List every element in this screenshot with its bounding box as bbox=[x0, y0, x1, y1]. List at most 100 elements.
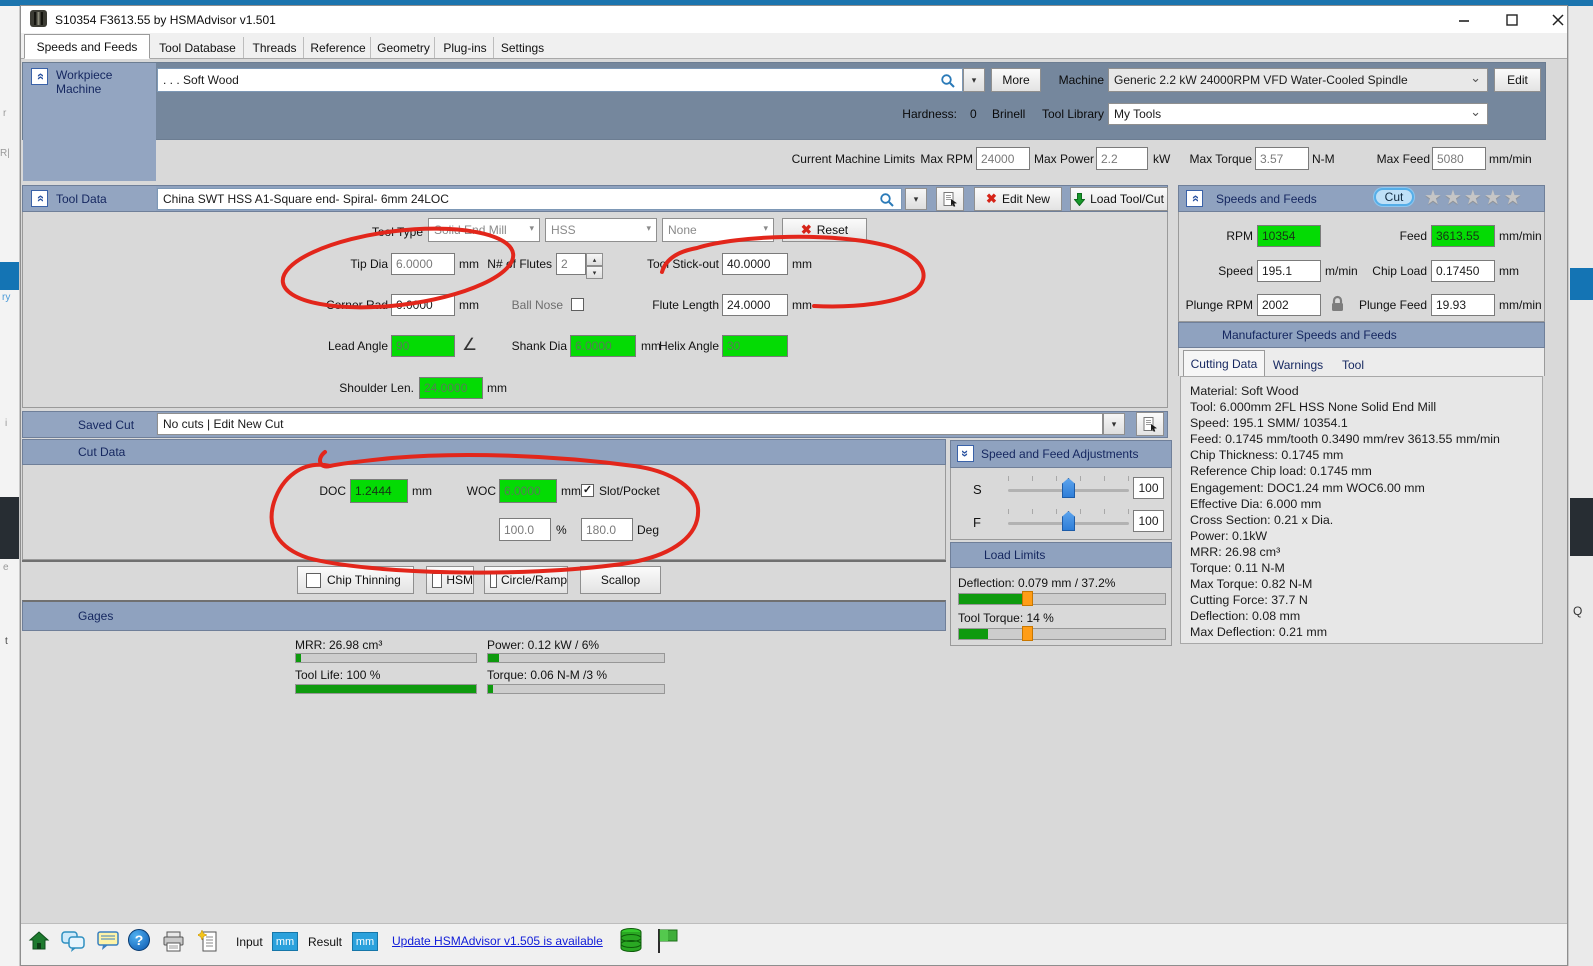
chat-icon[interactable] bbox=[61, 930, 86, 952]
hsm-checkbox[interactable] bbox=[432, 572, 443, 588]
max-rpm-field[interactable]: 24000 bbox=[976, 147, 1030, 170]
tool-combobox[interactable]: China SWT HSS A1-Square end- Spiral- 6mm… bbox=[157, 188, 902, 210]
tool-dropdown-button[interactable]: ▾ bbox=[905, 188, 927, 210]
rating-star-icon[interactable]: ★ bbox=[1424, 187, 1444, 209]
manufacturer-title: Manufacturer Speeds and Feeds bbox=[1222, 328, 1397, 342]
close-button[interactable] bbox=[1544, 12, 1572, 28]
max-feed-field[interactable]: 5080 bbox=[1432, 147, 1486, 170]
saved-cut-dropdown-button[interactable]: ▾ bbox=[1103, 413, 1125, 435]
flutes-field[interactable]: 2 bbox=[556, 253, 586, 275]
engage-angle-field[interactable]: 180.0 bbox=[581, 518, 633, 541]
database-icon[interactable] bbox=[618, 927, 644, 955]
tab-speeds-and-feeds[interactable]: Speeds and Feeds bbox=[24, 34, 150, 59]
plunge-rpm-field[interactable]: 2002 bbox=[1257, 294, 1321, 316]
speed-adjust-field[interactable]: 100 bbox=[1133, 477, 1164, 499]
saved-cut-select-button[interactable] bbox=[1136, 412, 1164, 436]
print-icon[interactable] bbox=[162, 931, 185, 952]
feed-unit: mm/min bbox=[1499, 229, 1542, 243]
tab-threads[interactable]: Threads bbox=[246, 37, 304, 58]
deflection-limit-marker[interactable] bbox=[1021, 591, 1033, 606]
max-torque-field[interactable]: 3.57 bbox=[1255, 147, 1309, 170]
saved-cut-combobox[interactable]: No cuts | Edit New Cut bbox=[157, 413, 1103, 435]
home-icon[interactable] bbox=[28, 930, 50, 952]
load-tool-cut-button[interactable]: Load Tool/Cut bbox=[1070, 187, 1168, 211]
edit-new-button[interactable]: ✖ Edit New bbox=[974, 187, 1062, 211]
collapse-tool-data-icon[interactable]: » bbox=[31, 190, 48, 207]
flute-length-field[interactable]: 24.0000 bbox=[722, 294, 788, 316]
result-unit-badge[interactable]: mm bbox=[352, 932, 378, 951]
material-dropdown-button[interactable]: ▾ bbox=[963, 68, 985, 92]
cut-badge[interactable]: Cut bbox=[1374, 188, 1414, 206]
spinner-up-icon[interactable]: ▴ bbox=[586, 253, 603, 266]
machine-combobox[interactable]: Generic 2.2 kW 24000RPM VFD Water-Cooled… bbox=[1108, 68, 1488, 92]
minimize-button[interactable] bbox=[1450, 12, 1478, 28]
rating-star-icon[interactable]: ★ bbox=[1483, 187, 1504, 209]
collapse-adjustments-icon[interactable]: » bbox=[957, 445, 974, 462]
tab-geometry[interactable]: Geometry bbox=[373, 37, 435, 58]
lead-angle-field[interactable]: 90 bbox=[391, 335, 455, 357]
chip-thinning-checkbox[interactable] bbox=[306, 572, 321, 588]
circle-ramp-checkbox[interactable] bbox=[490, 572, 497, 588]
helix-angle-field[interactable]: 30 bbox=[722, 335, 788, 357]
doc-field[interactable]: 1.2444 bbox=[350, 479, 408, 503]
speed-field[interactable]: 195.1 bbox=[1257, 260, 1321, 282]
input-unit-badge[interactable]: mm bbox=[272, 932, 298, 951]
rpm-field[interactable]: 10354 bbox=[1257, 225, 1321, 247]
tool-coating-select[interactable]: None ▾ bbox=[662, 218, 774, 242]
flag-icon[interactable] bbox=[655, 928, 679, 954]
tip-dia-field[interactable]: 6.0000 bbox=[391, 253, 455, 275]
tab-tool[interactable]: Tool bbox=[1341, 357, 1364, 372]
tool-life-gauge-label: Tool Life: 100 % bbox=[295, 668, 381, 682]
flutes-spinner[interactable]: ▴ ▾ bbox=[586, 253, 603, 279]
slot-pocket-checkbox[interactable]: ✓ bbox=[581, 484, 594, 497]
collapse-speeds-feeds-icon[interactable]: » bbox=[1186, 190, 1203, 207]
tab-tool-database[interactable]: Tool Database bbox=[152, 37, 244, 58]
lock-icon[interactable] bbox=[1330, 295, 1345, 312]
edit-machine-button[interactable]: Edit bbox=[1494, 68, 1541, 92]
new-document-icon[interactable] bbox=[198, 929, 218, 953]
tool-material-select[interactable]: HSS ▾ bbox=[545, 218, 657, 242]
tab-warnings[interactable]: Warnings bbox=[1272, 357, 1324, 372]
chip-thinning-button[interactable]: Chip Thinning bbox=[297, 566, 414, 594]
shoulder-len-field[interactable]: 24.0000 bbox=[419, 377, 483, 399]
material-combobox[interactable]: . . . Soft Wood bbox=[157, 68, 963, 92]
spinner-down-icon[interactable]: ▾ bbox=[586, 266, 603, 279]
feed-slider-thumb[interactable] bbox=[1062, 511, 1075, 531]
feed-adjust-field[interactable]: 100 bbox=[1133, 510, 1164, 532]
tool-select-button[interactable] bbox=[936, 187, 964, 211]
corner-rad-field[interactable]: 0.0000 bbox=[391, 294, 455, 316]
circle-ramp-button[interactable]: Circle/Ramp bbox=[484, 566, 568, 594]
comment-icon[interactable] bbox=[97, 931, 119, 951]
tool-torque-limit-marker[interactable] bbox=[1021, 626, 1033, 641]
rating-star-icon[interactable]: ★ bbox=[1463, 187, 1484, 209]
tab-cutting-data[interactable]: Cutting Data bbox=[1183, 350, 1265, 376]
maximize-button[interactable] bbox=[1498, 12, 1526, 28]
result-unit-label: Result bbox=[308, 935, 343, 949]
tool-type-select[interactable]: Solid End Mill ▾ bbox=[428, 218, 540, 242]
chip-load-field[interactable]: 0.17450 bbox=[1431, 260, 1495, 282]
update-link[interactable]: Update HSMAdvisor v1.505 is available bbox=[392, 934, 603, 948]
feed-field[interactable]: 3613.55 bbox=[1431, 225, 1495, 247]
stickout-field[interactable]: 40.0000 bbox=[722, 253, 788, 275]
tab-plug-ins[interactable]: Plug-ins bbox=[437, 37, 494, 58]
tool-torque-limit-label: Tool Torque: 14 % bbox=[958, 611, 1054, 625]
scallop-button[interactable]: Scallop bbox=[580, 566, 661, 594]
more-button[interactable]: More bbox=[991, 68, 1041, 92]
rating-star-icon[interactable]: ★ bbox=[1503, 187, 1524, 209]
speed-slider-thumb[interactable] bbox=[1062, 478, 1075, 498]
rating-star-icon[interactable]: ★ bbox=[1443, 187, 1464, 209]
ball-nose-checkbox[interactable] bbox=[571, 298, 584, 311]
woc-percent-field[interactable]: 100.0 bbox=[499, 518, 551, 541]
plunge-feed-field[interactable]: 19.93 bbox=[1431, 294, 1495, 316]
reset-button[interactable]: ✖ Reset bbox=[782, 218, 867, 242]
tab-reference[interactable]: Reference bbox=[306, 37, 371, 58]
tab-settings[interactable]: Settings bbox=[500, 40, 545, 55]
collapse-workpiece-icon[interactable]: » bbox=[31, 68, 48, 85]
shank-dia-field[interactable]: 6.0000 bbox=[570, 335, 636, 357]
help-icon[interactable]: ? bbox=[128, 929, 150, 951]
hsm-button[interactable]: HSM bbox=[426, 566, 474, 594]
tool-library-combobox[interactable]: My Tools ⌄ bbox=[1108, 103, 1488, 125]
woc-field[interactable]: 6.0000 bbox=[499, 479, 557, 503]
max-power-field[interactable]: 2.2 bbox=[1096, 147, 1148, 170]
